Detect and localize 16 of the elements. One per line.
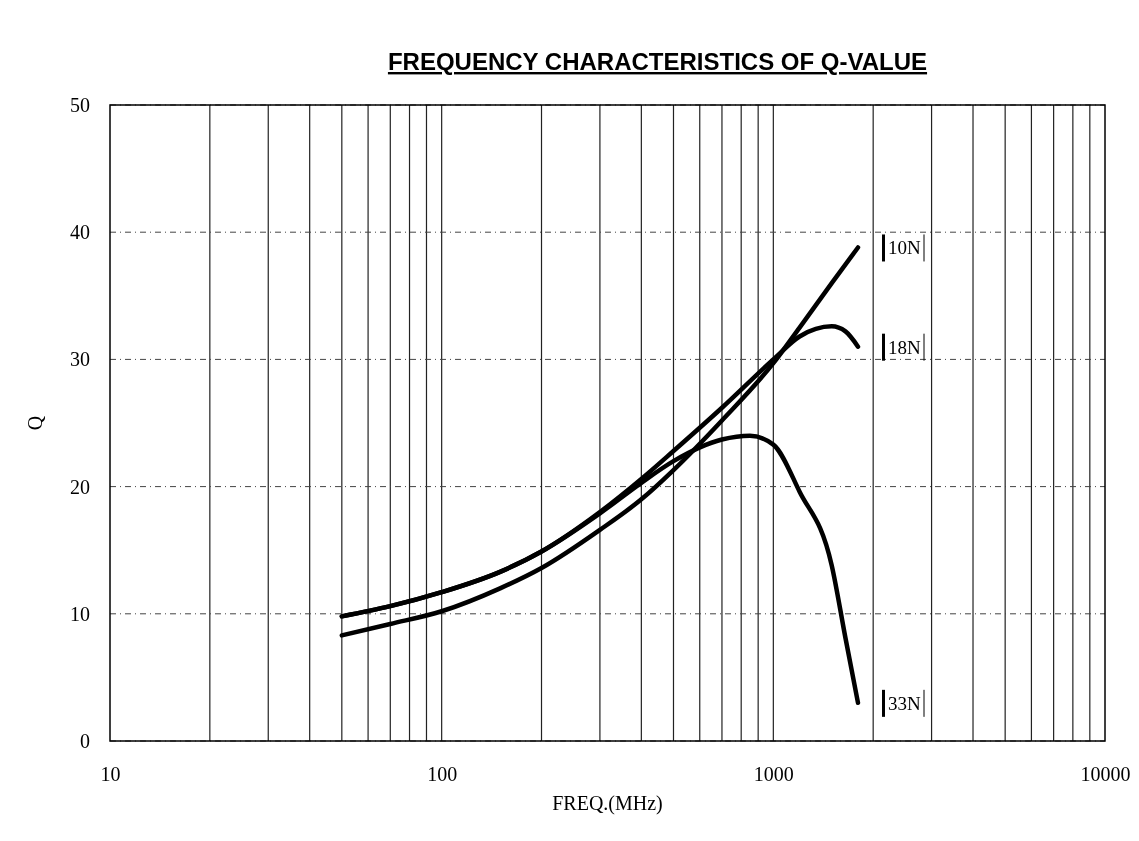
legend-label: 33N [888,692,921,714]
y-tick-label: 0 [80,729,90,752]
legend-label: 18N [888,336,921,358]
x-axis-title: FREQ.(MHz) [552,792,663,815]
y-tick-label: 50 [70,93,90,116]
x-tick-label: 10 [100,763,121,786]
y-tick-label: 30 [70,348,90,371]
chart-title: FREQUENCY CHARACTERISTICS OF Q-VALUE [387,48,928,75]
y-tick-label: 20 [70,475,90,498]
x-tick-label: 1000 [753,763,794,786]
y-axis-title: Q [24,415,46,431]
x-tick-label: 100 [427,763,458,786]
y-tick-label: 40 [70,221,90,244]
legend-label: 10N [888,237,921,259]
x-tick-label: 10000 [1080,763,1131,786]
y-tick-label: 10 [70,602,90,625]
